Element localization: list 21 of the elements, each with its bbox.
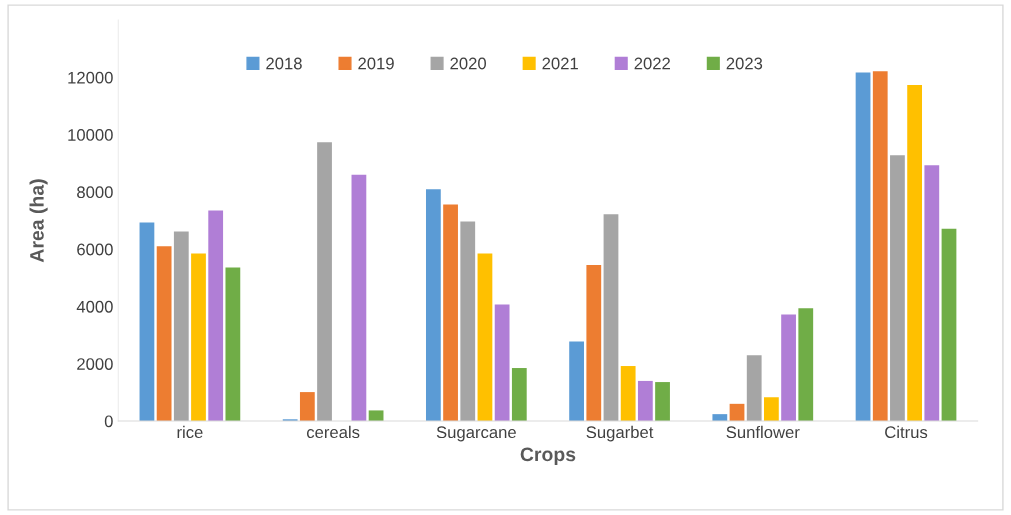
x-tick-label: Sunflower: [726, 425, 800, 439]
x-tick-label: rice: [177, 425, 203, 439]
y-tick-label: 12000: [68, 71, 113, 84]
y-tick-label: 6000: [77, 243, 113, 256]
legend-label: 2023: [726, 57, 763, 70]
y-tick-label: 0: [104, 415, 113, 428]
legend-label: 2022: [634, 57, 670, 70]
legend-label: 2020: [450, 57, 487, 70]
y-tick-label: 4000: [76, 300, 113, 313]
y-tick-label: 2000: [77, 358, 113, 370]
x-tick-label: cereals: [306, 425, 360, 439]
x-tick-label: Sugarcane: [436, 426, 516, 442]
legend-label: 2018: [266, 57, 302, 70]
x-tick-label: Citrus: [885, 425, 928, 439]
x-tick-label: Sugarbet: [586, 425, 654, 442]
y-tick-label: 8000: [77, 186, 113, 199]
y-tick-label: 10000: [68, 129, 113, 141]
legend-label: 2021: [542, 57, 578, 70]
legend-label: 2019: [358, 57, 394, 70]
y-axis-title: Area (ha): [29, 179, 48, 263]
x-axis-title: Crops: [520, 447, 576, 466]
